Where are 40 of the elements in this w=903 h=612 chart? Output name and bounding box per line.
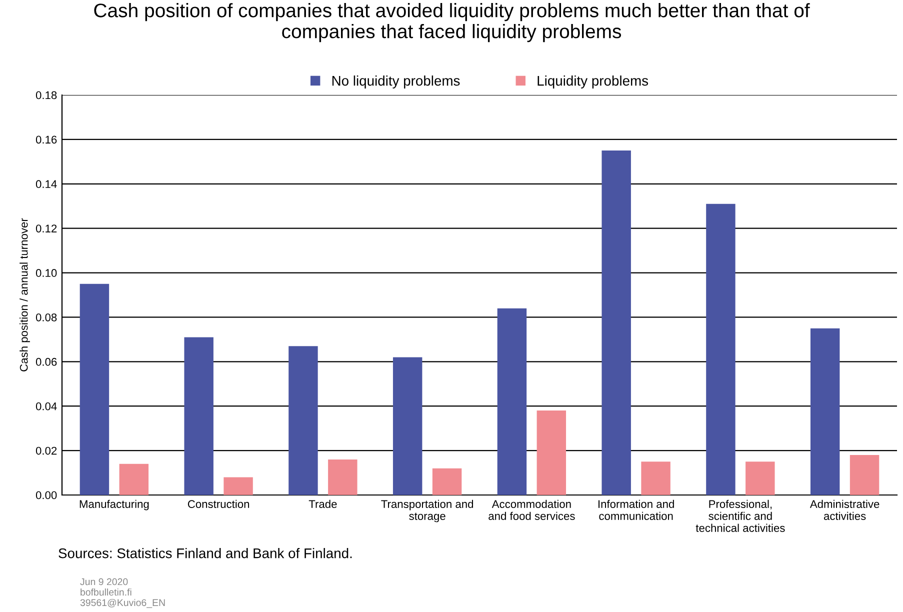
- y-tick-label: 0.08: [36, 313, 57, 322]
- y-tick-label: 0.04: [36, 402, 57, 410]
- y-tick-label: 0.00: [36, 491, 57, 500]
- chart-title: Cash position of companies that avoided liquidity problems much better than that of companies that faced liquidity problems: [94, 3, 810, 42]
- bar: [432, 468, 462, 495]
- x-tick-label: Information and communication: [598, 500, 674, 520]
- y-tick-label: 0.14: [36, 180, 57, 188]
- y-tick-label: 0.02: [36, 446, 57, 455]
- x-tick-label: Trade: [308, 500, 337, 508]
- x-tick-label: Administrative activities: [810, 500, 880, 520]
- bar: [80, 284, 110, 495]
- bar: [810, 328, 840, 495]
- bar: [536, 410, 566, 495]
- text: Jun 9 2020 bofbulletin.fi 39561@Kuvio6_EN: [80, 578, 165, 608]
- bar: [392, 357, 422, 495]
- y-tick-label: 0.06: [36, 358, 57, 366]
- y-axis-title: Cash position / annual turnover: [20, 218, 30, 372]
- y-tick-label: 0.10: [36, 269, 57, 277]
- x-tick-label: Accommodation and food services: [488, 500, 575, 520]
- bar: [746, 462, 775, 495]
- y-tick-label: 0.16: [36, 136, 57, 144]
- bar: [184, 337, 214, 495]
- x-tick-label: Professional, scientific and technical activities: [696, 500, 785, 532]
- legend-label: No liquidity problems: [332, 76, 460, 88]
- bar: [602, 150, 631, 495]
- bar: [706, 204, 736, 495]
- bar: [224, 477, 253, 495]
- y-tick-label: 0.12: [36, 224, 57, 232]
- source-note: Sources: Statistics Finland and Bank of Finland.: [58, 548, 352, 558]
- bar: [288, 346, 318, 495]
- bar: [328, 459, 358, 495]
- y-tick-label: 0.18: [36, 91, 57, 100]
- x-tick-label: Manufacturing: [80, 500, 149, 510]
- bar: [850, 455, 880, 495]
- x-tick-label: Transportation and storage: [381, 500, 474, 522]
- bar: [119, 464, 149, 495]
- legend-label: Liquidity problems: [538, 76, 648, 88]
- bar: [641, 462, 670, 495]
- x-tick-label: Construction: [188, 500, 250, 508]
- bar: [497, 308, 527, 495]
